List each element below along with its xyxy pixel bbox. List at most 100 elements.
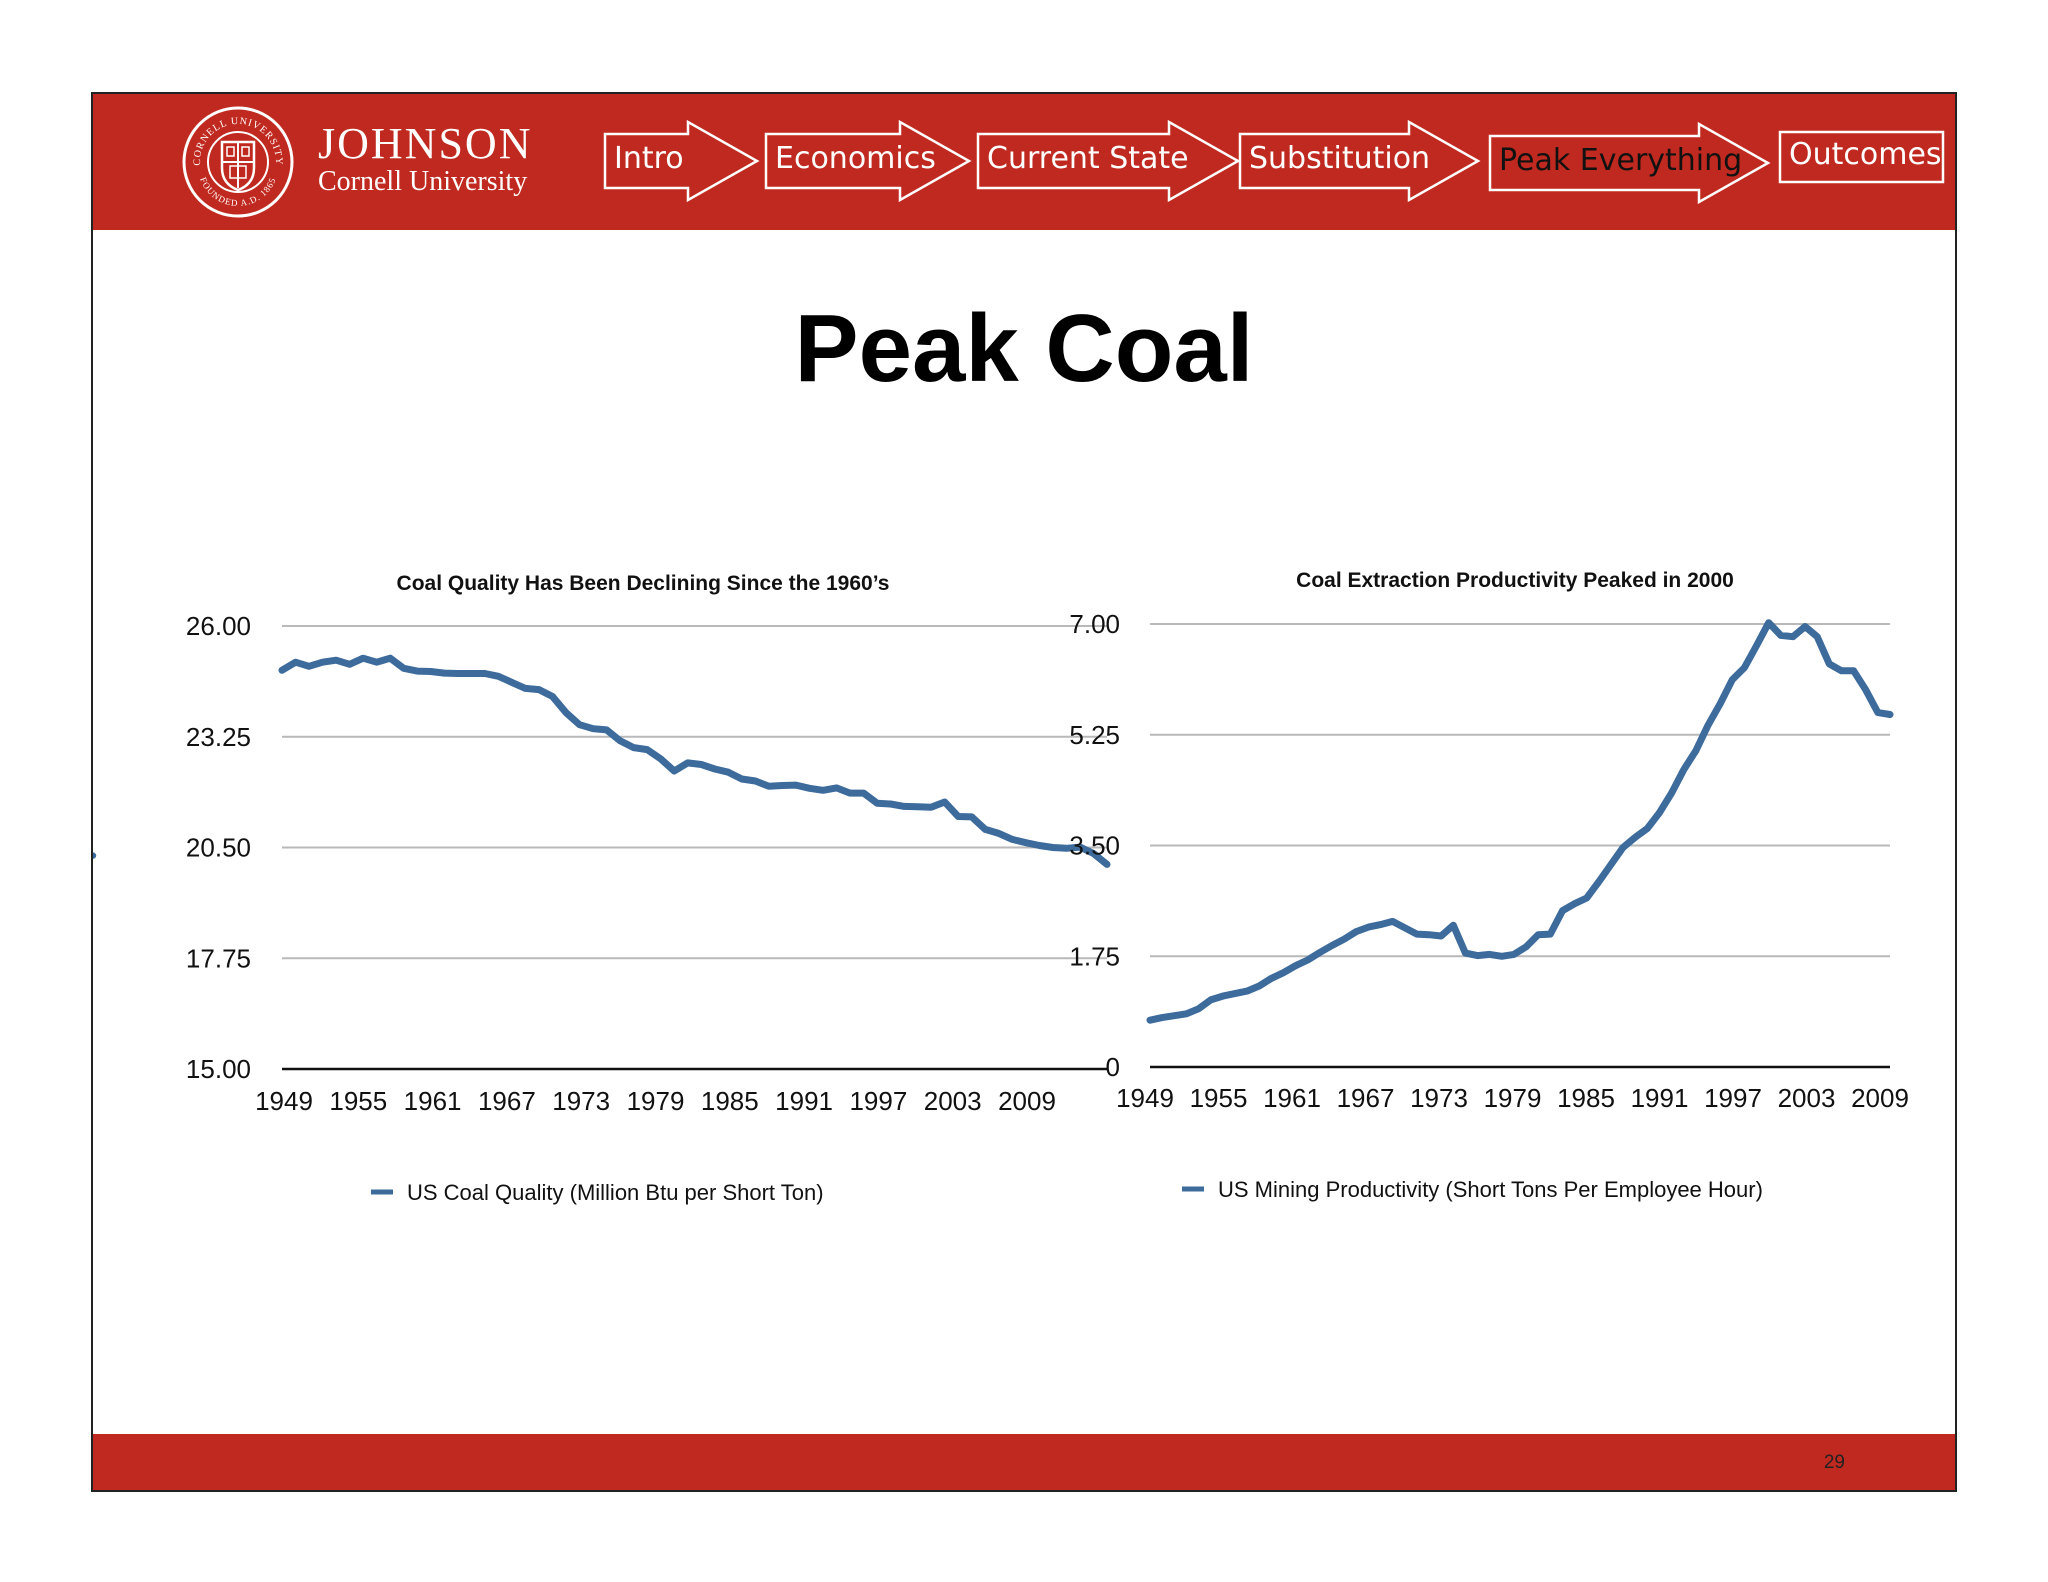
section-nav: Intro Economics Current State Substitution P… xyxy=(93,94,1955,230)
y-tick-label: 15.00 xyxy=(186,1054,251,1084)
nav-label: Peak Everything xyxy=(1499,143,1743,178)
data-point xyxy=(1692,747,1700,754)
data-point xyxy=(1316,949,1324,956)
data-point xyxy=(928,804,935,811)
data-point xyxy=(1207,996,1214,1004)
data-point xyxy=(1328,942,1336,949)
data-point xyxy=(671,767,678,775)
data-point xyxy=(1158,1014,1166,1021)
data-point xyxy=(1814,633,1821,640)
data-point xyxy=(806,785,813,792)
data-point xyxy=(684,759,691,767)
nav-item-outcomes[interactable]: Outcomes xyxy=(1778,130,1945,184)
brand-name: JOHNSON xyxy=(318,119,533,168)
data-point xyxy=(698,761,705,768)
nav-arrow-icon xyxy=(976,119,1241,203)
x-tick-label: 1991 xyxy=(1631,1083,1689,1113)
data-point xyxy=(1862,686,1869,693)
nav-item-peak-everything[interactable]: Peak Everything xyxy=(1488,121,1771,205)
data-point xyxy=(752,777,759,785)
data-point xyxy=(93,852,97,859)
data-point xyxy=(968,813,975,821)
x-tick-label: 1991 xyxy=(775,1086,833,1116)
data-point xyxy=(589,725,597,732)
data-point xyxy=(1090,850,1097,857)
data-point xyxy=(1729,676,1736,683)
data-point xyxy=(1559,907,1566,914)
data-point xyxy=(562,709,570,716)
data-point xyxy=(860,789,867,797)
data-point xyxy=(1850,667,1857,674)
data-point xyxy=(819,787,827,794)
data-point xyxy=(1389,918,1396,925)
data-point xyxy=(292,659,299,666)
data-point xyxy=(454,670,461,677)
legend-label: US Mining Productivity (Short Tons Per E… xyxy=(1218,1177,1763,1202)
data-point xyxy=(941,798,948,806)
data-point xyxy=(955,813,962,820)
data-point xyxy=(792,781,800,789)
x-tick-label: 2003 xyxy=(1778,1083,1836,1113)
data-point xyxy=(332,657,340,664)
data-point xyxy=(887,800,894,808)
data-point xyxy=(1801,623,1809,630)
data-point xyxy=(1571,900,1578,907)
data-point xyxy=(1668,789,1675,797)
data-point xyxy=(1510,951,1518,958)
data-point xyxy=(1874,709,1882,716)
x-tick-label: 1961 xyxy=(404,1086,462,1116)
nav-item-economics[interactable]: Economics xyxy=(764,119,972,203)
series-line xyxy=(1146,619,1894,1024)
data-point xyxy=(1280,969,1287,976)
data-point xyxy=(1644,825,1651,832)
x-tick-label: 1961 xyxy=(1263,1083,1321,1113)
data-point xyxy=(1195,1005,1202,1012)
data-point xyxy=(1535,931,1542,938)
data-point xyxy=(982,826,989,833)
nav-label: Current State xyxy=(987,141,1189,176)
nav-box-shape xyxy=(1778,130,1945,184)
data-point xyxy=(1826,660,1833,668)
data-point xyxy=(373,659,380,666)
data-point xyxy=(1022,839,1030,846)
x-tick-label: 1997 xyxy=(849,1086,907,1116)
y-tick-label: 20.50 xyxy=(186,833,251,863)
y-tick-label: 23.25 xyxy=(186,722,251,752)
x-tick-label: 1997 xyxy=(1704,1083,1762,1113)
data-point xyxy=(1413,930,1421,938)
slide: CORNELL UNIVERSITY FOUNDED A.D. 1865 JOH… xyxy=(91,92,1957,1492)
data-point xyxy=(1103,861,1111,868)
data-point xyxy=(1474,952,1481,959)
nav-item-current-state[interactable]: Current State xyxy=(976,119,1241,203)
x-tick-label: 1955 xyxy=(329,1086,387,1116)
nav-arrow-icon xyxy=(764,119,972,203)
data-point xyxy=(427,668,434,675)
data-point xyxy=(1256,982,1263,990)
data-point xyxy=(1231,990,1239,997)
data-point xyxy=(603,726,610,734)
data-point xyxy=(400,665,407,672)
nav-label: Economics xyxy=(775,141,936,176)
slide-title: Peak Coal xyxy=(794,295,1254,402)
data-point xyxy=(1741,664,1748,671)
footer-bar: 29 xyxy=(93,1434,1955,1490)
data-point xyxy=(1498,953,1506,960)
nav-item-substitution[interactable]: Substitution xyxy=(1238,119,1481,203)
chart-title: Coal Extraction Productivity Peaked in 2… xyxy=(1296,569,1734,592)
x-tick-label: 1973 xyxy=(552,1086,610,1116)
y-tick-label: 1.75 xyxy=(1069,941,1120,971)
nav-label: Outcomes xyxy=(1789,137,1942,172)
data-point xyxy=(711,765,718,773)
data-point xyxy=(1268,975,1275,982)
data-point xyxy=(1619,844,1627,851)
x-tick-label: 1949 xyxy=(1116,1083,1174,1113)
x-tick-label: 1979 xyxy=(627,1086,685,1116)
x-tick-label: 1979 xyxy=(1484,1083,1542,1113)
x-tick-label: 1967 xyxy=(478,1086,536,1116)
data-point xyxy=(833,784,840,792)
data-point xyxy=(1171,1012,1178,1019)
data-point xyxy=(1462,949,1469,957)
nav-item-intro[interactable]: Intro xyxy=(603,119,760,203)
nav-arrow-icon xyxy=(1238,119,1481,203)
data-point xyxy=(1522,943,1530,950)
